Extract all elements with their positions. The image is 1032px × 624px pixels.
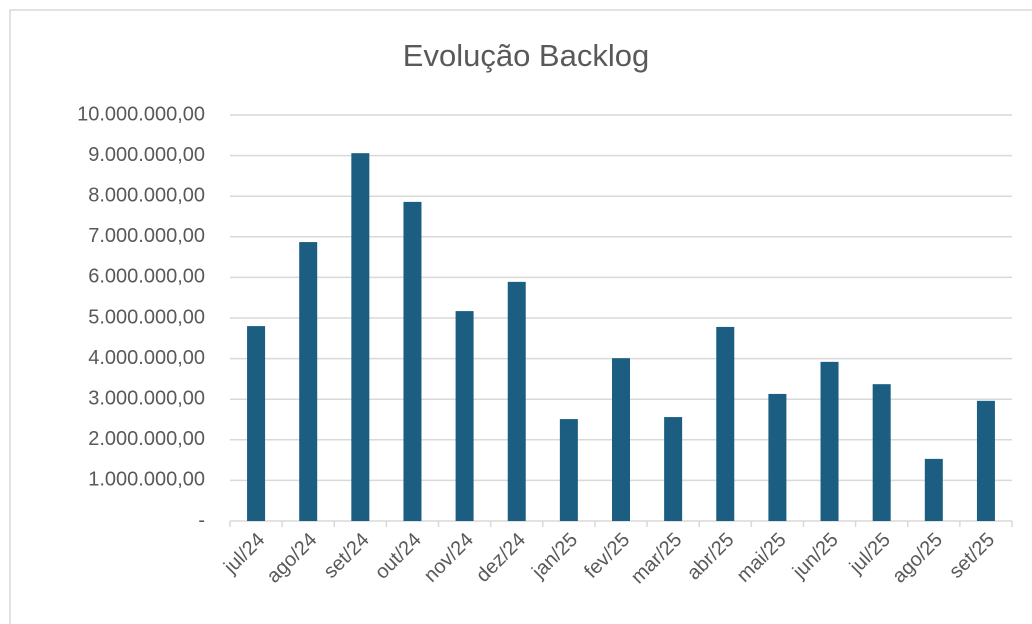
bar — [351, 153, 370, 521]
bar — [924, 458, 943, 521]
y-tick-label: 9.000.000,00 — [88, 144, 205, 166]
y-tick-label: 7.000.000,00 — [88, 225, 205, 247]
bar — [664, 417, 683, 521]
y-tick-label: 2.000.000,00 — [88, 428, 205, 450]
y-tick-label: - — [198, 509, 205, 531]
bar — [403, 201, 422, 521]
y-tick-label: 10.000.000,00 — [77, 103, 205, 125]
bar — [612, 358, 630, 521]
bar — [872, 384, 891, 521]
bar — [820, 361, 839, 521]
y-tick-label: 6.000.000,00 — [88, 266, 205, 288]
y-tick-label: 4.000.000,00 — [88, 347, 205, 369]
bar — [455, 311, 474, 521]
bar — [507, 281, 526, 521]
bar — [559, 419, 578, 521]
bar — [976, 400, 995, 521]
bar — [247, 326, 266, 521]
bar — [768, 393, 787, 521]
chart-title: Evolução Backlog — [403, 38, 649, 73]
y-tick-label: 5.000.000,00 — [88, 306, 205, 328]
bar — [299, 242, 318, 521]
y-tick-label: 1.000.000,00 — [88, 469, 205, 491]
bar — [716, 326, 735, 521]
y-tick-label: 3.000.000,00 — [88, 387, 205, 409]
y-tick-label: 8.000.000,00 — [88, 184, 205, 206]
